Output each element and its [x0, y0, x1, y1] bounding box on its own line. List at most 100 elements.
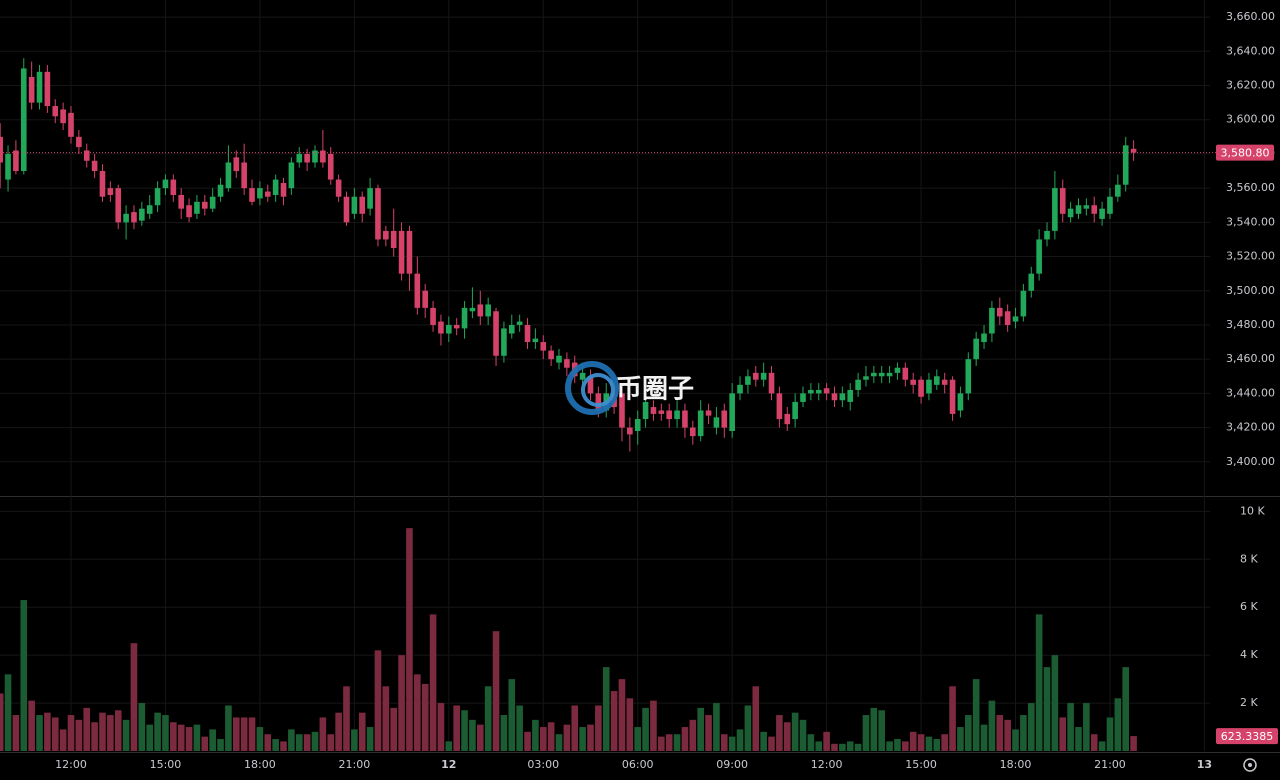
- volume-bar: [177, 724, 185, 751]
- candle-body: [1036, 239, 1042, 274]
- candle-body: [123, 213, 129, 223]
- candle-body: [28, 76, 35, 103]
- volume-bar: [516, 705, 523, 751]
- candle-body: [815, 389, 822, 394]
- watermark-logo: [581, 373, 615, 407]
- candle-body: [548, 350, 554, 360]
- volume-bar: [964, 715, 972, 751]
- volume-bar: [201, 736, 209, 751]
- candle-body: [115, 188, 122, 223]
- candle-body: [855, 379, 861, 390]
- settings-ring[interactable]: [1243, 758, 1257, 772]
- volume-bar: [1122, 667, 1130, 751]
- x-tick-label: 13: [1197, 758, 1212, 771]
- volume-bar: [1075, 727, 1082, 751]
- candle-body: [493, 311, 499, 356]
- candle-body: [146, 205, 153, 214]
- volume-bar: [768, 736, 775, 751]
- volume-bar: [1035, 614, 1043, 751]
- volume-bar: [1098, 741, 1106, 751]
- y-tick-label: 3,640.00: [1226, 44, 1275, 57]
- candle-body: [1020, 290, 1027, 317]
- candle-body: [674, 410, 680, 420]
- volume-bar: [1106, 717, 1114, 751]
- candle-body: [752, 372, 759, 380]
- last-volume-label: 623.3385: [1221, 730, 1274, 743]
- candle-body: [965, 359, 972, 394]
- volume-bar: [555, 734, 563, 751]
- volume-bar: [185, 727, 193, 751]
- volume-bar: [264, 734, 272, 751]
- volume-bar: [862, 715, 870, 751]
- last-price-label: 3,580.80: [1221, 147, 1270, 160]
- volume-bar: [28, 700, 35, 751]
- candle-body: [60, 109, 66, 124]
- volume-bar: [571, 705, 579, 751]
- candle-body: [272, 179, 279, 195]
- volume-bar: [170, 722, 177, 751]
- candle-body: [327, 153, 334, 180]
- volume-bar: [1043, 667, 1051, 751]
- marks: [0, 58, 1216, 751]
- candle-body: [280, 183, 287, 197]
- volume-bar: [823, 731, 830, 751]
- candle-body: [52, 106, 59, 117]
- volume-bar: [500, 715, 508, 751]
- x-tick-label: 18:00: [1000, 758, 1032, 771]
- candle-body: [162, 179, 169, 189]
- candle-body: [989, 307, 995, 334]
- volume-bar: [272, 739, 279, 751]
- candle-body: [642, 401, 649, 420]
- candle-body: [996, 307, 1003, 317]
- y-tick-label: 3,420.00: [1226, 421, 1275, 434]
- x-tick-label: 21:00: [1094, 758, 1126, 771]
- volume-bar: [815, 741, 823, 751]
- settings-dot[interactable]: [1248, 763, 1252, 767]
- volume-bar: [12, 715, 20, 751]
- candle-body: [595, 393, 602, 411]
- volume-bar: [162, 715, 169, 751]
- volume-bar: [154, 712, 161, 751]
- candle-body: [390, 230, 397, 248]
- candle-body: [627, 427, 633, 435]
- volume-bar: [532, 719, 539, 751]
- volume-bar: [524, 731, 531, 751]
- candle-body: [422, 290, 428, 308]
- candle-body: [508, 324, 515, 334]
- volume-bar: [114, 710, 122, 751]
- volume-bar: [0, 693, 4, 751]
- volume-bar: [469, 719, 476, 751]
- volume-bar: [44, 712, 51, 751]
- volume-bar: [1090, 734, 1098, 751]
- volume-bar: [1004, 719, 1011, 751]
- candle-body: [918, 379, 924, 397]
- candle-body: [823, 388, 830, 394]
- candle-body: [225, 162, 232, 189]
- candle-body: [107, 188, 114, 195]
- candle-body: [1075, 205, 1082, 214]
- volume-bar: [886, 741, 893, 751]
- volume-bar: [295, 734, 303, 751]
- volume-bar: [366, 727, 374, 751]
- volume-bar: [807, 734, 815, 751]
- volume-bar: [217, 739, 224, 751]
- volume-bar: [429, 614, 437, 751]
- volume-bar: [319, 717, 327, 751]
- settings-icon[interactable]: [1243, 758, 1257, 772]
- candle-body: [926, 379, 932, 394]
- volume-bar: [1051, 655, 1059, 751]
- volume-bar: [1130, 736, 1137, 751]
- candle-body: [1012, 316, 1019, 322]
- candle-body: [501, 328, 507, 356]
- candle-body: [383, 230, 389, 240]
- candle-body: [1044, 230, 1050, 240]
- candle-body: [973, 338, 979, 360]
- last-volume-box: [1216, 728, 1278, 745]
- candle-body: [949, 379, 956, 414]
- volume-bar: [1059, 717, 1067, 751]
- candle-body: [934, 376, 940, 385]
- candle-body: [760, 372, 767, 380]
- x-tick-label: 15:00: [150, 758, 182, 771]
- volume-bar: [980, 724, 988, 751]
